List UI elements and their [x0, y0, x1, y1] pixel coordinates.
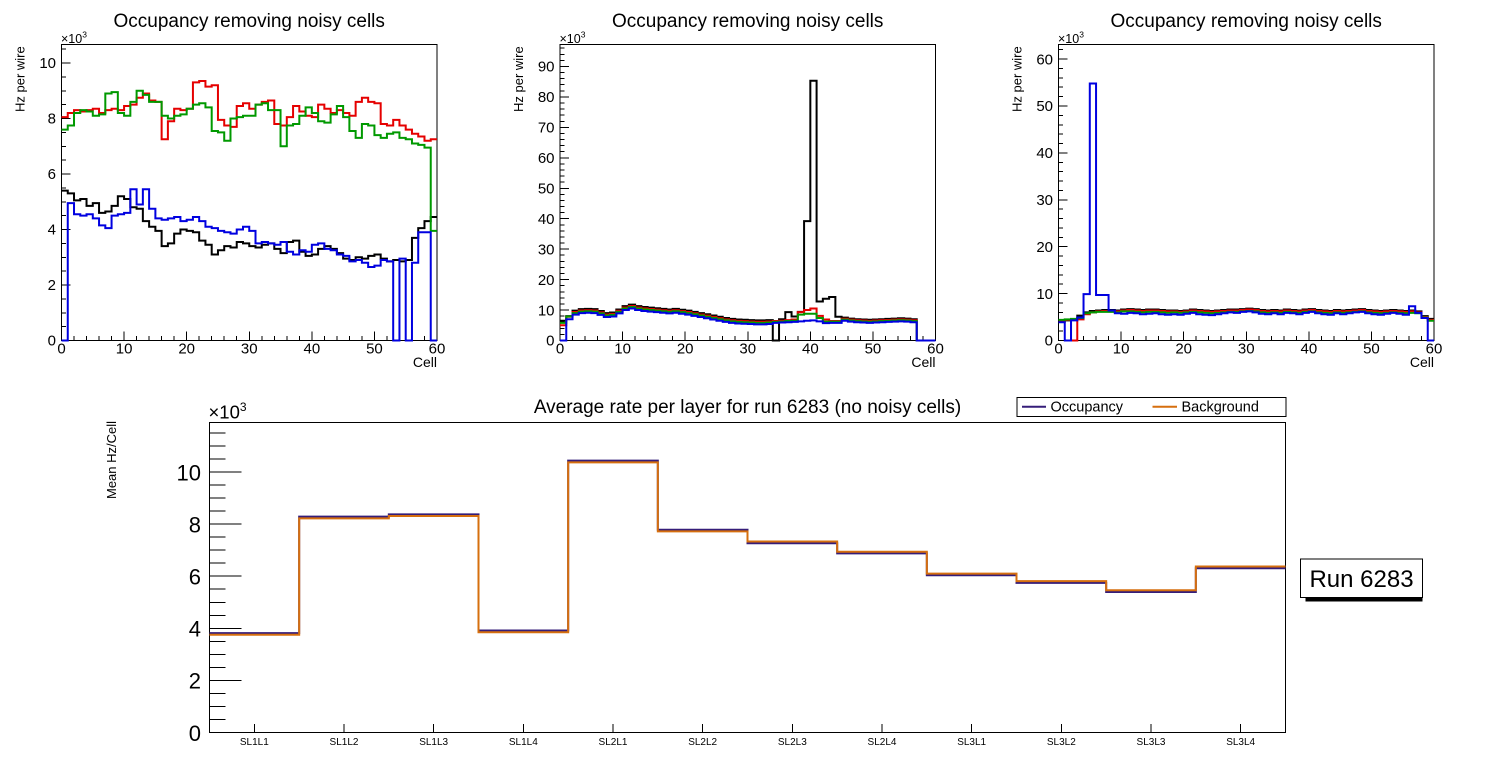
svg-text:×103: ×103: [1058, 30, 1084, 47]
svg-text:0: 0: [546, 333, 554, 350]
svg-text:0: 0: [48, 333, 56, 350]
svg-text:0: 0: [57, 341, 65, 358]
svg-text:30: 30: [739, 341, 756, 358]
svg-text:20: 20: [178, 341, 195, 358]
svg-text:SL3L3: SL3L3: [1137, 737, 1166, 748]
svg-text:20: 20: [1036, 239, 1053, 256]
svg-text:10: 10: [1036, 286, 1053, 303]
svg-text:6: 6: [48, 166, 56, 183]
svg-text:50: 50: [865, 341, 882, 358]
svg-text:60: 60: [1036, 51, 1053, 68]
svg-text:SL2L1: SL2L1: [599, 737, 628, 748]
svg-text:50: 50: [1363, 341, 1380, 358]
svg-text:0: 0: [1054, 341, 1062, 358]
svg-text:30: 30: [1238, 341, 1255, 358]
svg-text:10: 10: [1113, 341, 1130, 358]
svg-text:30: 30: [538, 241, 555, 258]
svg-text:90: 90: [538, 59, 555, 76]
svg-text:50: 50: [366, 341, 383, 358]
svg-text:8: 8: [189, 512, 201, 537]
svg-text:Background: Background: [1182, 400, 1259, 416]
svg-text:Cell: Cell: [413, 354, 437, 370]
svg-text:10: 10: [614, 341, 631, 358]
svg-text:70: 70: [538, 120, 555, 137]
svg-text:10: 10: [177, 460, 201, 485]
svg-text:SL1L1: SL1L1: [240, 737, 269, 748]
svg-text:Cell: Cell: [1410, 354, 1434, 370]
svg-text:×103: ×103: [209, 400, 247, 423]
svg-text:Occupancy removing noisy cells: Occupancy removing noisy cells: [114, 11, 385, 32]
svg-text:Cell: Cell: [911, 354, 935, 370]
svg-text:0: 0: [1045, 333, 1053, 350]
svg-text:Run 6283: Run 6283: [1309, 566, 1413, 593]
svg-text:SL3L4: SL3L4: [1226, 737, 1255, 748]
svg-text:SL3L1: SL3L1: [957, 737, 986, 748]
svg-text:50: 50: [1036, 98, 1053, 115]
svg-text:60: 60: [927, 341, 944, 358]
svg-text:40: 40: [1300, 341, 1317, 358]
svg-text:SL3L2: SL3L2: [1047, 737, 1076, 748]
svg-text:30: 30: [241, 341, 258, 358]
svg-text:0: 0: [556, 341, 564, 358]
svg-text:Occupancy removing noisy cells: Occupancy removing noisy cells: [612, 11, 883, 32]
svg-text:60: 60: [538, 150, 555, 167]
svg-text:40: 40: [538, 211, 555, 228]
svg-text:6: 6: [189, 565, 201, 590]
svg-text:SL1L3: SL1L3: [419, 737, 448, 748]
svg-text:80: 80: [538, 89, 555, 106]
svg-text:Mean Hz/Cell: Mean Hz/Cell: [104, 421, 119, 499]
svg-text:4: 4: [48, 222, 56, 239]
svg-text:60: 60: [1426, 341, 1443, 358]
svg-text:40: 40: [303, 341, 320, 358]
svg-text:30: 30: [1036, 192, 1053, 209]
svg-text:Average rate per layer for run: Average rate per layer for run 6283 (no …: [534, 397, 961, 418]
svg-text:Hz per wire: Hz per wire: [1010, 46, 1025, 112]
svg-text:0: 0: [189, 721, 201, 746]
svg-text:4: 4: [189, 617, 201, 642]
svg-text:10: 10: [538, 302, 555, 319]
svg-text:×103: ×103: [560, 30, 586, 47]
svg-text:50: 50: [538, 180, 555, 197]
svg-text:40: 40: [1036, 145, 1053, 162]
svg-text:×103: ×103: [61, 30, 87, 47]
svg-text:SL2L2: SL2L2: [688, 737, 717, 748]
svg-text:Occupancy removing noisy cells: Occupancy removing noisy cells: [1111, 11, 1382, 32]
svg-text:SL1L4: SL1L4: [509, 737, 538, 748]
svg-text:20: 20: [677, 341, 694, 358]
svg-text:SL1L2: SL1L2: [330, 737, 359, 748]
svg-text:Occupancy: Occupancy: [1051, 400, 1124, 416]
svg-text:60: 60: [429, 341, 446, 358]
svg-text:2: 2: [189, 669, 201, 694]
svg-text:SL2L3: SL2L3: [778, 737, 807, 748]
svg-text:20: 20: [1175, 341, 1192, 358]
svg-text:SL2L4: SL2L4: [868, 737, 897, 748]
svg-text:10: 10: [39, 55, 56, 72]
svg-text:Hz per wire: Hz per wire: [511, 46, 526, 112]
svg-text:2: 2: [48, 277, 56, 294]
svg-text:8: 8: [48, 111, 56, 128]
svg-text:20: 20: [538, 272, 555, 289]
svg-text:10: 10: [116, 341, 133, 358]
svg-text:40: 40: [802, 341, 819, 358]
svg-text:Hz per wire: Hz per wire: [13, 46, 28, 112]
